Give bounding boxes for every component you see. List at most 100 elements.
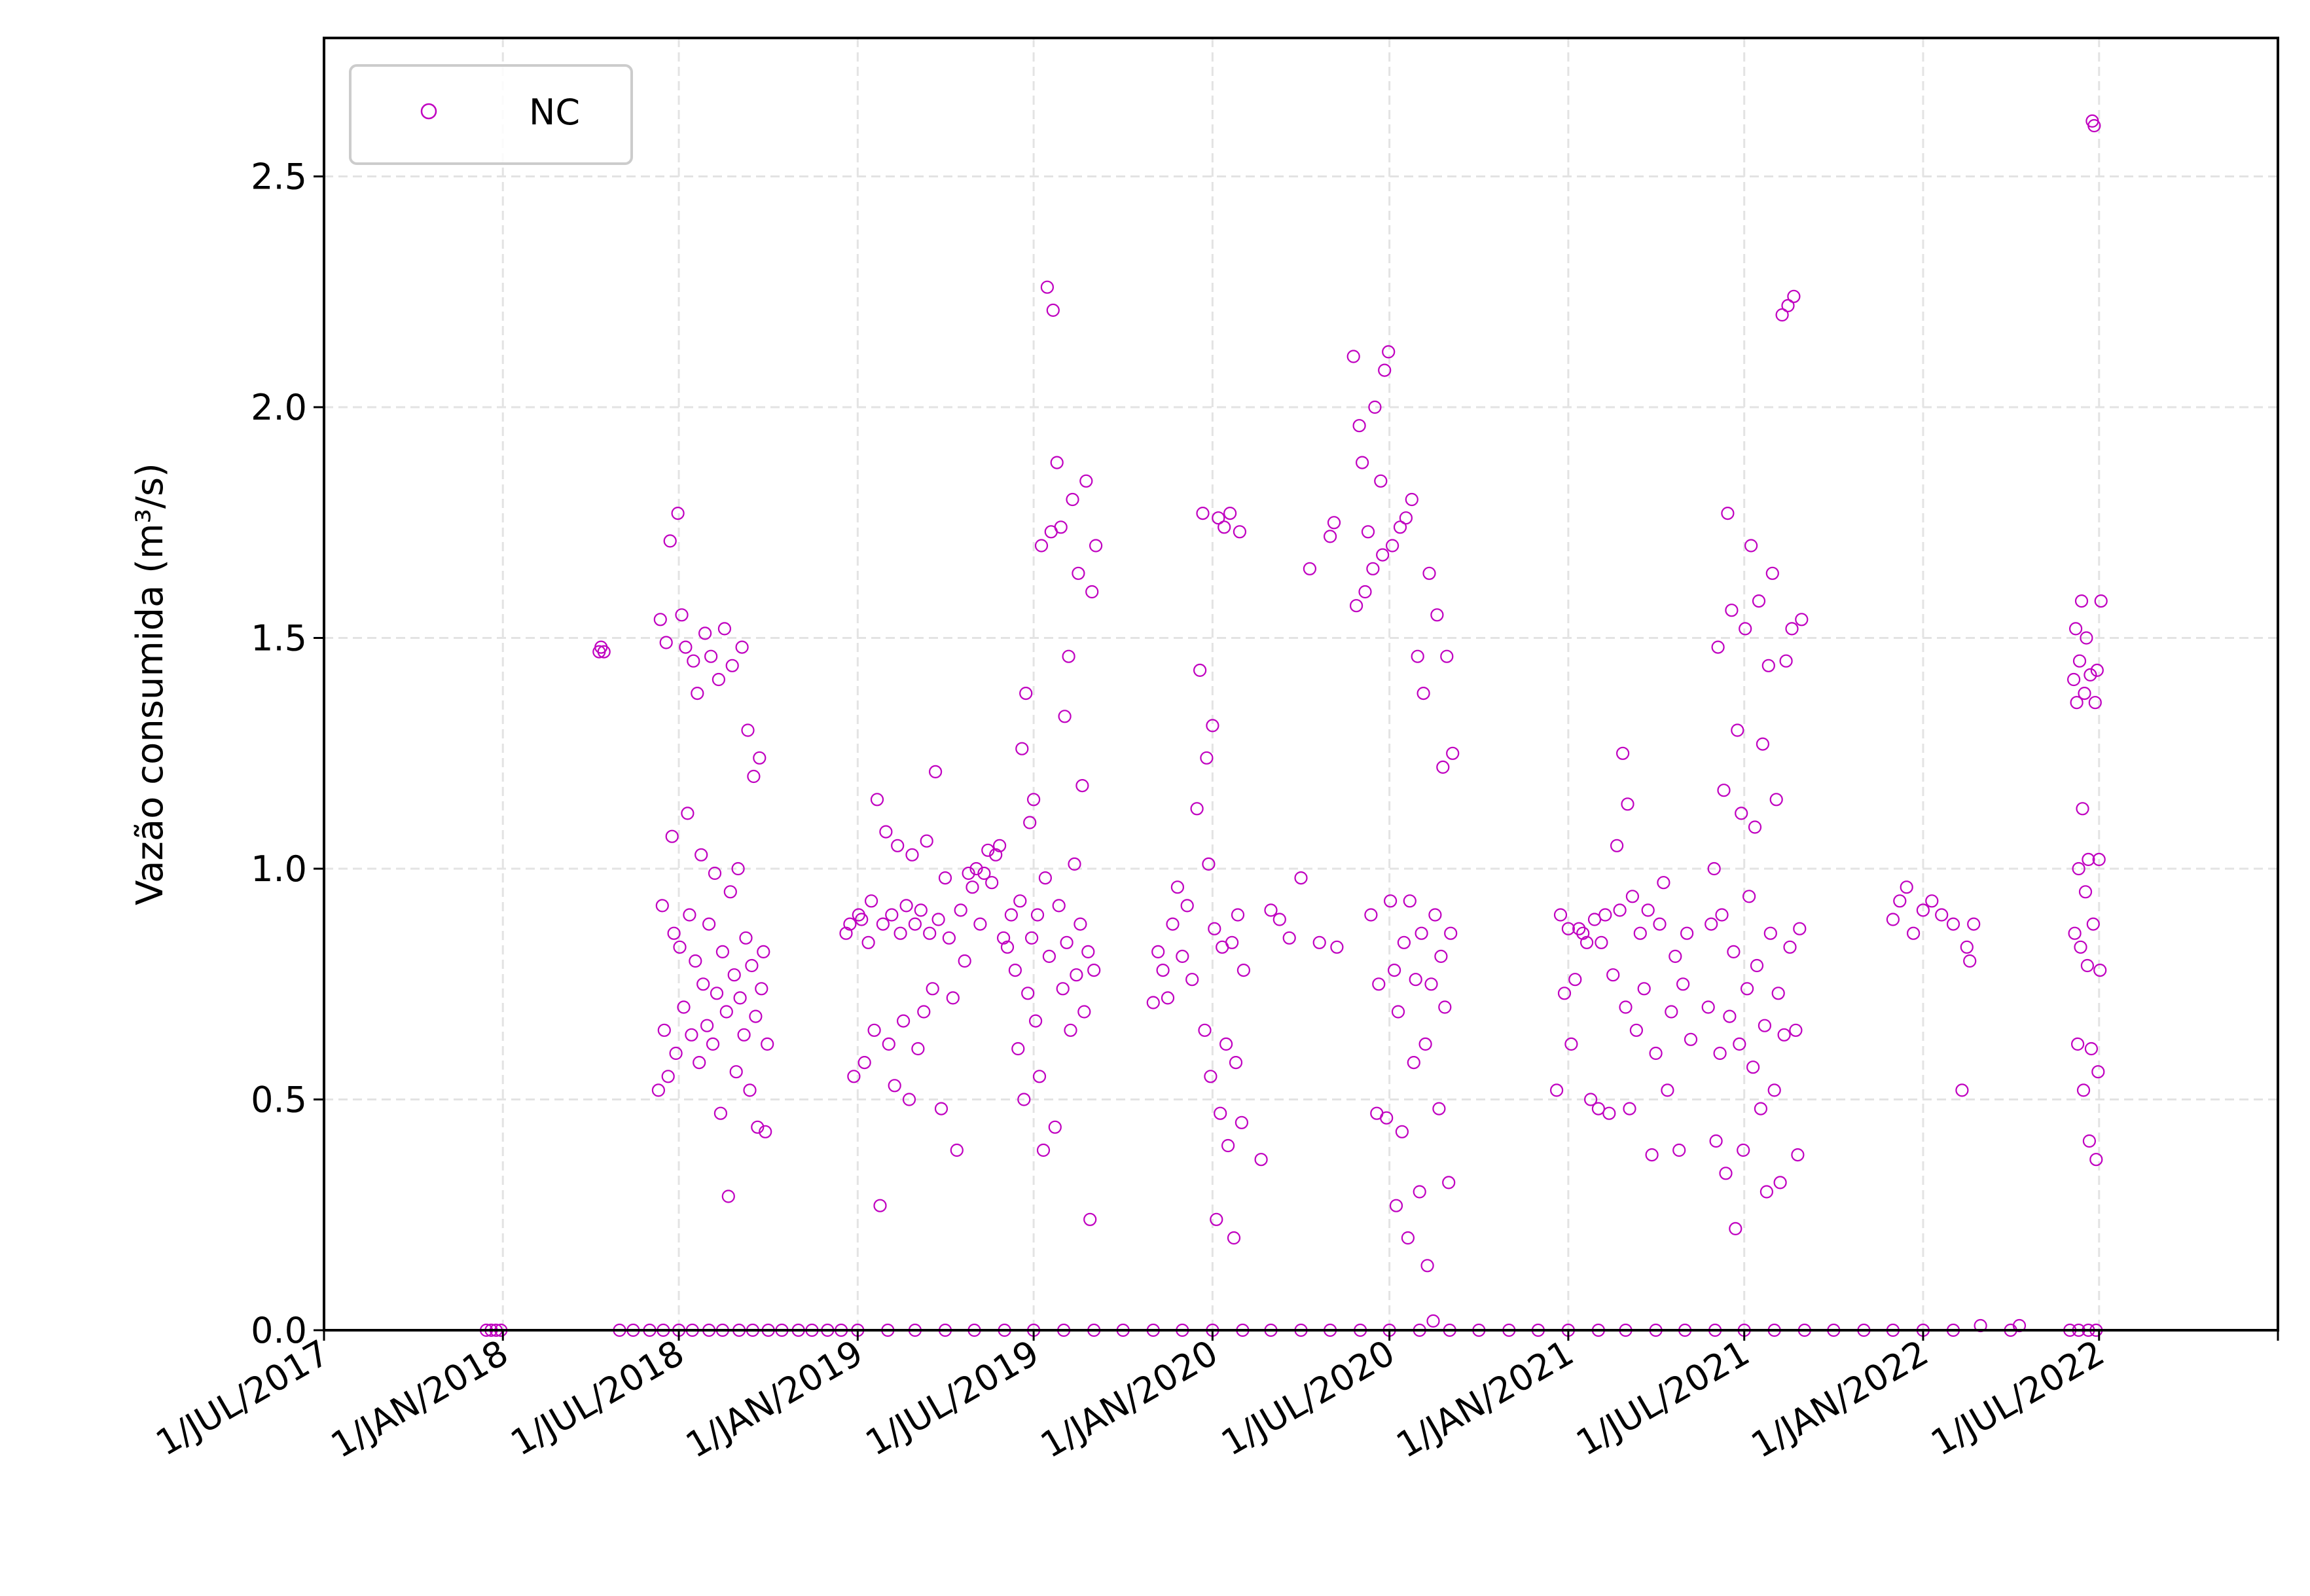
data-point [2068,926,2082,940]
data-point [1156,963,1170,977]
data-point [2084,1042,2098,1056]
data-point [1444,926,1458,940]
data-point [1633,926,1647,940]
data-point [2080,631,2093,645]
data-point [1282,931,1296,945]
data-point [973,917,987,931]
data-point [950,1143,964,1157]
data-point [1235,1115,1249,1129]
data-point [651,1083,666,1097]
data-point [928,765,943,779]
data-point [1405,492,1418,507]
data-point [867,1023,881,1037]
data-point [2070,696,2084,710]
data-point [1598,908,1612,922]
data-point [1935,908,1949,922]
data-point [1231,908,1245,922]
data-point [981,843,995,857]
data-point [1079,474,1093,488]
data-point [663,534,677,548]
data-point [1727,945,1741,959]
data-point [1062,649,1075,663]
data-point [659,636,673,649]
data-point [1619,1000,1633,1014]
data-point [723,885,737,899]
data-point [1595,935,1608,949]
data-point [2074,940,2087,954]
data-point [996,931,1011,945]
data-point [2086,917,2100,931]
data-point [1399,511,1413,525]
data-point [2092,852,2106,867]
data-point [702,917,716,931]
data-point [1046,303,1060,317]
data-point [1637,982,1651,996]
data-point [1026,793,1041,807]
data-point [1669,949,1682,964]
data-point [905,848,919,861]
data-point [885,908,899,922]
data-point [1758,1019,1771,1032]
data-point [911,1042,925,1056]
data-point [1576,926,1590,940]
data-point [1294,871,1308,885]
data-point [1791,1148,1805,1162]
data-point [1372,977,1386,991]
data-point [2088,696,2102,710]
data-point [1019,686,1033,700]
data-point [1219,1037,1233,1051]
data-point [1403,894,1417,908]
data-point [1386,539,1399,553]
data-point [1748,820,1762,834]
data-point [969,861,983,876]
data-point [879,825,893,839]
data-point [1185,973,1199,987]
data-point [847,1070,861,1083]
data-point [1085,585,1099,599]
data-point [1731,723,1744,737]
data-point [1161,991,1175,1005]
data-point [1229,1055,1243,1070]
data-point [1411,649,1424,663]
data-point [1028,1014,1043,1028]
data-point [1553,908,1568,922]
data-point [870,793,884,807]
data-point [679,640,693,654]
data-point [717,622,732,636]
data-point [2089,1153,2103,1167]
data-point [1388,963,1401,977]
data-point [1657,876,1670,890]
data-point [873,1199,887,1212]
data-point [1330,940,1344,954]
data-point [751,1120,765,1134]
data-point [1272,913,1286,926]
data-point [954,903,967,917]
data-point [745,958,759,973]
data-point [683,908,696,922]
data-point [1715,908,1729,922]
data-point [1672,1143,1686,1157]
data-point [1208,922,1221,935]
data-point [1761,659,1775,672]
data-point [1750,958,1764,973]
data-point [2084,668,2097,682]
data-point [700,1019,714,1032]
data-point [2082,852,2095,867]
data-point [681,807,695,820]
data-point [2076,802,2089,816]
data-point [1960,940,1974,954]
data-point [1769,793,1783,807]
data-point [942,931,956,945]
data-point [1218,520,1231,534]
data-point [1641,903,1655,917]
data-point [655,899,669,913]
data-point [1058,710,1072,723]
data-point [1789,1023,1803,1037]
data-point [1397,935,1411,949]
data-point [1176,949,1189,964]
data-point [2071,1037,2085,1051]
series-nc-points [479,114,2108,1337]
data-point [2072,654,2087,668]
data-point [958,954,971,968]
data-point [1707,861,1721,876]
